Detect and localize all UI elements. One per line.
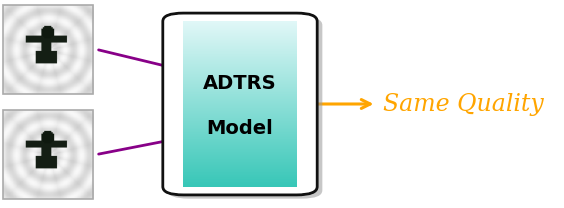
Text: Same Quality: Same Quality xyxy=(382,93,543,115)
Bar xyxy=(3,110,93,199)
Text: ADTRS: ADTRS xyxy=(203,74,277,93)
FancyBboxPatch shape xyxy=(168,17,323,199)
FancyBboxPatch shape xyxy=(163,13,317,195)
Text: Model: Model xyxy=(206,119,274,138)
Bar xyxy=(3,5,93,94)
